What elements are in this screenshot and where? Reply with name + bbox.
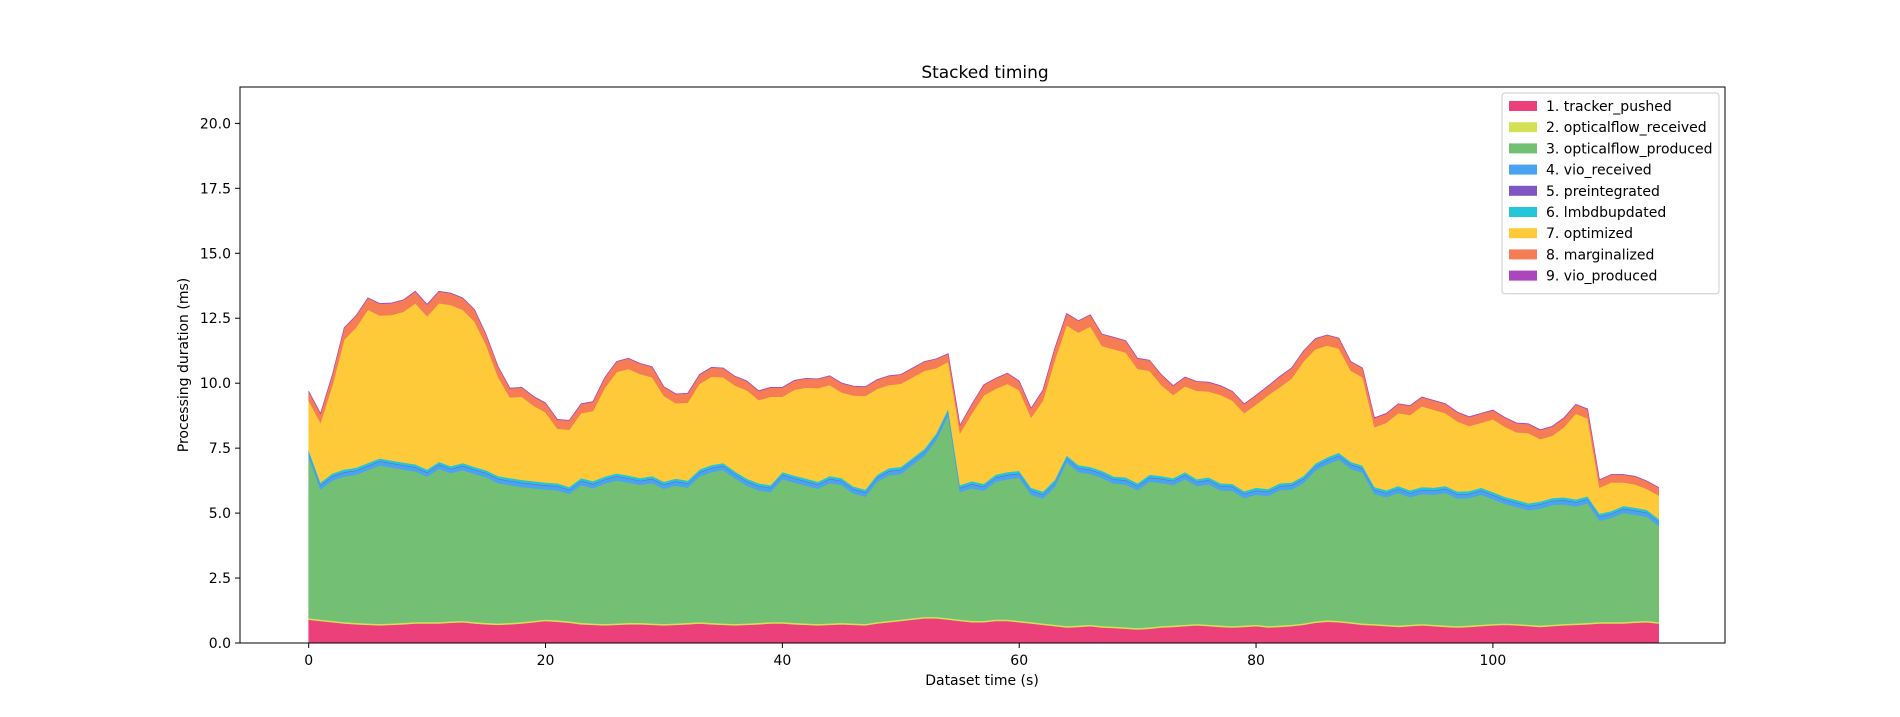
- x-tick-label: 20: [537, 653, 555, 669]
- legend-entry: 4. vio_received: [1546, 163, 1652, 179]
- legend-entry: 6. lmbdbupdated: [1546, 205, 1666, 221]
- x-tick-label: 80: [1247, 653, 1265, 669]
- legend-swatch: [1509, 228, 1537, 239]
- legend-swatch: [1509, 249, 1537, 260]
- legend-swatch: [1509, 207, 1537, 217]
- y-tick-label: 20.0: [200, 116, 231, 132]
- legend-entry: 8. marginalized: [1546, 247, 1654, 263]
- x-tick-label: 60: [1010, 653, 1028, 669]
- y-tick-label: 17.5: [200, 181, 231, 197]
- legend-entry: 1. tracker_pushed: [1546, 99, 1672, 115]
- legend-swatch: [1509, 101, 1537, 111]
- chart-title: Stacked timing: [921, 63, 1048, 83]
- legend-swatch: [1509, 122, 1537, 133]
- y-axis: 0.0 2.5 5.0 7.5 10.0 12.5 15.0 17.5 20.0: [200, 116, 240, 652]
- y-axis-label: Processing duration (ms): [176, 278, 192, 452]
- legend-box: [1501, 92, 1720, 295]
- x-tick-label: 100: [1480, 653, 1507, 669]
- x-tick-label: 40: [773, 653, 791, 669]
- y-tick-label: 7.5: [209, 441, 231, 457]
- legend-entry: 9. vio_produced: [1546, 269, 1657, 285]
- area-series-9: [308, 290, 1659, 489]
- y-tick-label: 10.0: [200, 376, 231, 392]
- plot-frame: [239, 86, 1726, 644]
- stacked-areas: [308, 290, 1659, 644]
- legend: 1. tracker_pushed 2. opticalflow_received…: [1501, 92, 1720, 295]
- legend-swatch: [1509, 143, 1537, 154]
- y-tick-label: 2.5: [209, 571, 231, 587]
- legend-entry: 5. preintegrated: [1546, 184, 1660, 200]
- legend-swatch: [1509, 270, 1537, 281]
- y-tick-label: 12.5: [200, 311, 231, 327]
- legend-swatch: [1509, 185, 1537, 196]
- x-axis: 0 20 40 60 80 100: [304, 643, 1506, 669]
- legend-swatch: [1509, 164, 1537, 175]
- x-axis-label: Dataset time (s): [925, 673, 1039, 689]
- y-tick-label: 15.0: [200, 246, 231, 262]
- x-tick-label: 0: [304, 653, 313, 669]
- y-tick-label: 5.0: [209, 506, 231, 522]
- legend-entry: 2. opticalflow_received: [1546, 120, 1707, 136]
- y-tick-label: 0.0: [209, 636, 231, 652]
- legend-entry: 3. opticalflow_produced: [1546, 141, 1713, 157]
- legend-entry: 7. optimized: [1546, 226, 1633, 242]
